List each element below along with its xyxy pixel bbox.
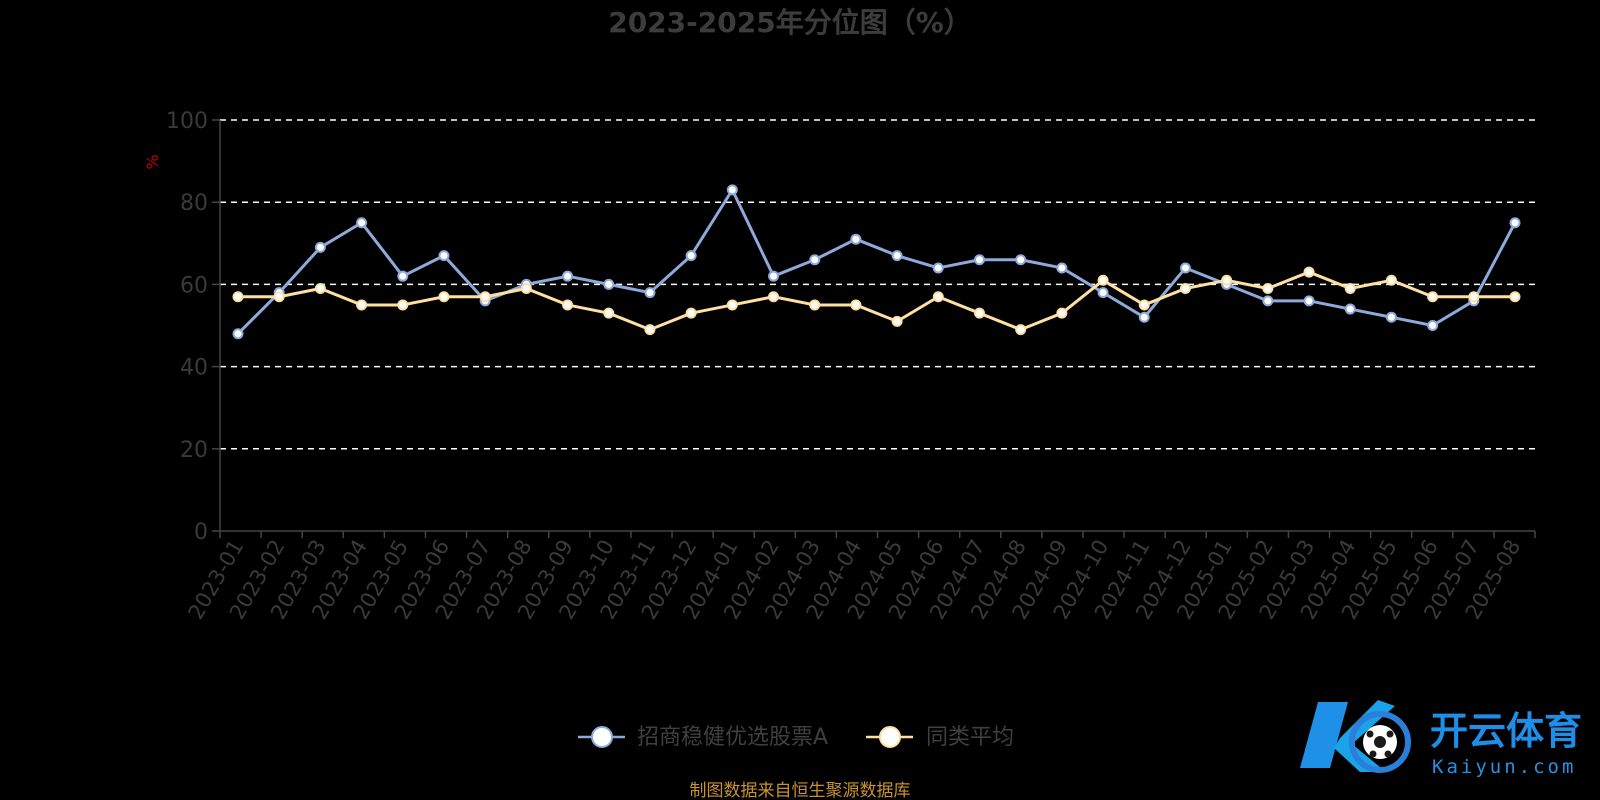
data-point[interactable] bbox=[314, 283, 326, 295]
data-point[interactable] bbox=[1179, 262, 1191, 274]
y-axis-unit: % bbox=[143, 154, 162, 169]
data-point[interactable] bbox=[891, 250, 903, 262]
data-point[interactable] bbox=[1056, 307, 1068, 319]
data-point[interactable] bbox=[562, 299, 574, 311]
data-point[interactable] bbox=[932, 291, 944, 303]
watermark-logo: 开云体育 Kaiyun.com bbox=[1300, 700, 1582, 778]
data-point[interactable] bbox=[1138, 299, 1150, 311]
series-1 bbox=[232, 266, 1521, 336]
data-point[interactable] bbox=[1427, 291, 1439, 303]
data-point[interactable] bbox=[1262, 295, 1274, 307]
legend-marker-fund bbox=[591, 726, 613, 748]
data-point[interactable] bbox=[1221, 274, 1233, 286]
data-point[interactable] bbox=[726, 184, 738, 196]
data-point[interactable] bbox=[356, 217, 368, 229]
data-point[interactable] bbox=[768, 270, 780, 282]
y-tick-label-20: 20 bbox=[180, 438, 208, 463]
data-point[interactable] bbox=[973, 254, 985, 266]
watermark-cn: 开云体育 bbox=[1430, 709, 1582, 753]
data-point[interactable] bbox=[809, 299, 821, 311]
data-point[interactable] bbox=[850, 299, 862, 311]
legend-item-average[interactable]: 同类平均 bbox=[866, 725, 1014, 750]
axes bbox=[219, 120, 1535, 532]
data-point[interactable] bbox=[1179, 283, 1191, 295]
data-point[interactable] bbox=[1427, 320, 1439, 331]
data-point[interactable] bbox=[562, 270, 574, 282]
data-point[interactable] bbox=[1344, 283, 1356, 295]
y-axis-ticks: 0 20 40 60 80 100 bbox=[166, 109, 220, 545]
data-point[interactable] bbox=[850, 233, 862, 245]
data-point[interactable] bbox=[603, 278, 615, 290]
data-point[interactable] bbox=[685, 250, 697, 262]
data-point[interactable] bbox=[1056, 262, 1068, 274]
legend-item-fund[interactable]: 招商稳健优选股票A bbox=[578, 725, 828, 750]
data-point[interactable] bbox=[397, 299, 409, 311]
data-point[interactable] bbox=[438, 250, 450, 262]
data-point[interactable] bbox=[1015, 254, 1027, 266]
data-point[interactable] bbox=[685, 307, 697, 319]
data-point[interactable] bbox=[273, 291, 285, 303]
data-point[interactable] bbox=[644, 287, 656, 299]
chart-title: 2023-2025年分位图（%） bbox=[608, 6, 972, 39]
data-point[interactable] bbox=[479, 291, 491, 303]
data-point[interactable] bbox=[1303, 295, 1315, 307]
legend-label-fund: 招商稳健优选股票A bbox=[637, 725, 828, 750]
data-point[interactable] bbox=[1509, 217, 1521, 229]
series-0 bbox=[232, 184, 1521, 340]
data-point[interactable] bbox=[809, 254, 821, 266]
data-point[interactable] bbox=[891, 315, 903, 327]
data-point[interactable] bbox=[1344, 303, 1356, 315]
data-point[interactable] bbox=[932, 262, 944, 274]
x-axis-ticks: 2023-012023-022023-032023-042023-052023-… bbox=[184, 531, 1536, 623]
data-point[interactable] bbox=[603, 307, 615, 319]
data-point[interactable] bbox=[973, 307, 985, 319]
data-point[interactable] bbox=[438, 291, 450, 303]
data-point[interactable] bbox=[1509, 291, 1521, 303]
data-point[interactable] bbox=[1262, 283, 1274, 295]
y-tick-label-40: 40 bbox=[180, 356, 208, 381]
data-point[interactable] bbox=[314, 241, 326, 253]
data-point[interactable] bbox=[768, 291, 780, 303]
kaiyun-logo-icon bbox=[1300, 700, 1411, 773]
data-point[interactable] bbox=[1385, 274, 1397, 286]
legend-label-average: 同类平均 bbox=[926, 725, 1014, 750]
data-point[interactable] bbox=[644, 324, 656, 336]
series-group bbox=[232, 184, 1521, 340]
watermark-en: Kaiyun.com bbox=[1432, 756, 1576, 778]
data-point[interactable] bbox=[232, 291, 244, 303]
data-point[interactable] bbox=[1303, 266, 1315, 278]
series-line-0 bbox=[236, 188, 1517, 335]
y-tick-label-80: 80 bbox=[180, 191, 208, 216]
data-point[interactable] bbox=[1015, 324, 1027, 336]
source-note: 制图数据来自恒生聚源数据库 bbox=[690, 781, 911, 800]
y-tick-label-0: 0 bbox=[194, 520, 208, 545]
legend[interactable]: 招商稳健优选股票A 同类平均 bbox=[578, 725, 1014, 750]
legend-marker-average bbox=[879, 726, 901, 748]
data-point[interactable] bbox=[1385, 311, 1397, 323]
y-tick-label-60: 60 bbox=[180, 273, 208, 298]
data-point[interactable] bbox=[1138, 311, 1150, 323]
data-point[interactable] bbox=[1097, 287, 1109, 299]
data-point[interactable] bbox=[356, 299, 368, 311]
data-point[interactable] bbox=[232, 328, 244, 340]
data-point[interactable] bbox=[726, 299, 738, 311]
data-point[interactable] bbox=[397, 270, 409, 282]
data-point[interactable] bbox=[520, 283, 532, 295]
series-line-1 bbox=[238, 270, 1515, 332]
data-point[interactable] bbox=[1097, 274, 1109, 286]
data-point[interactable] bbox=[1468, 291, 1480, 303]
y-tick-label-100: 100 bbox=[166, 109, 208, 134]
